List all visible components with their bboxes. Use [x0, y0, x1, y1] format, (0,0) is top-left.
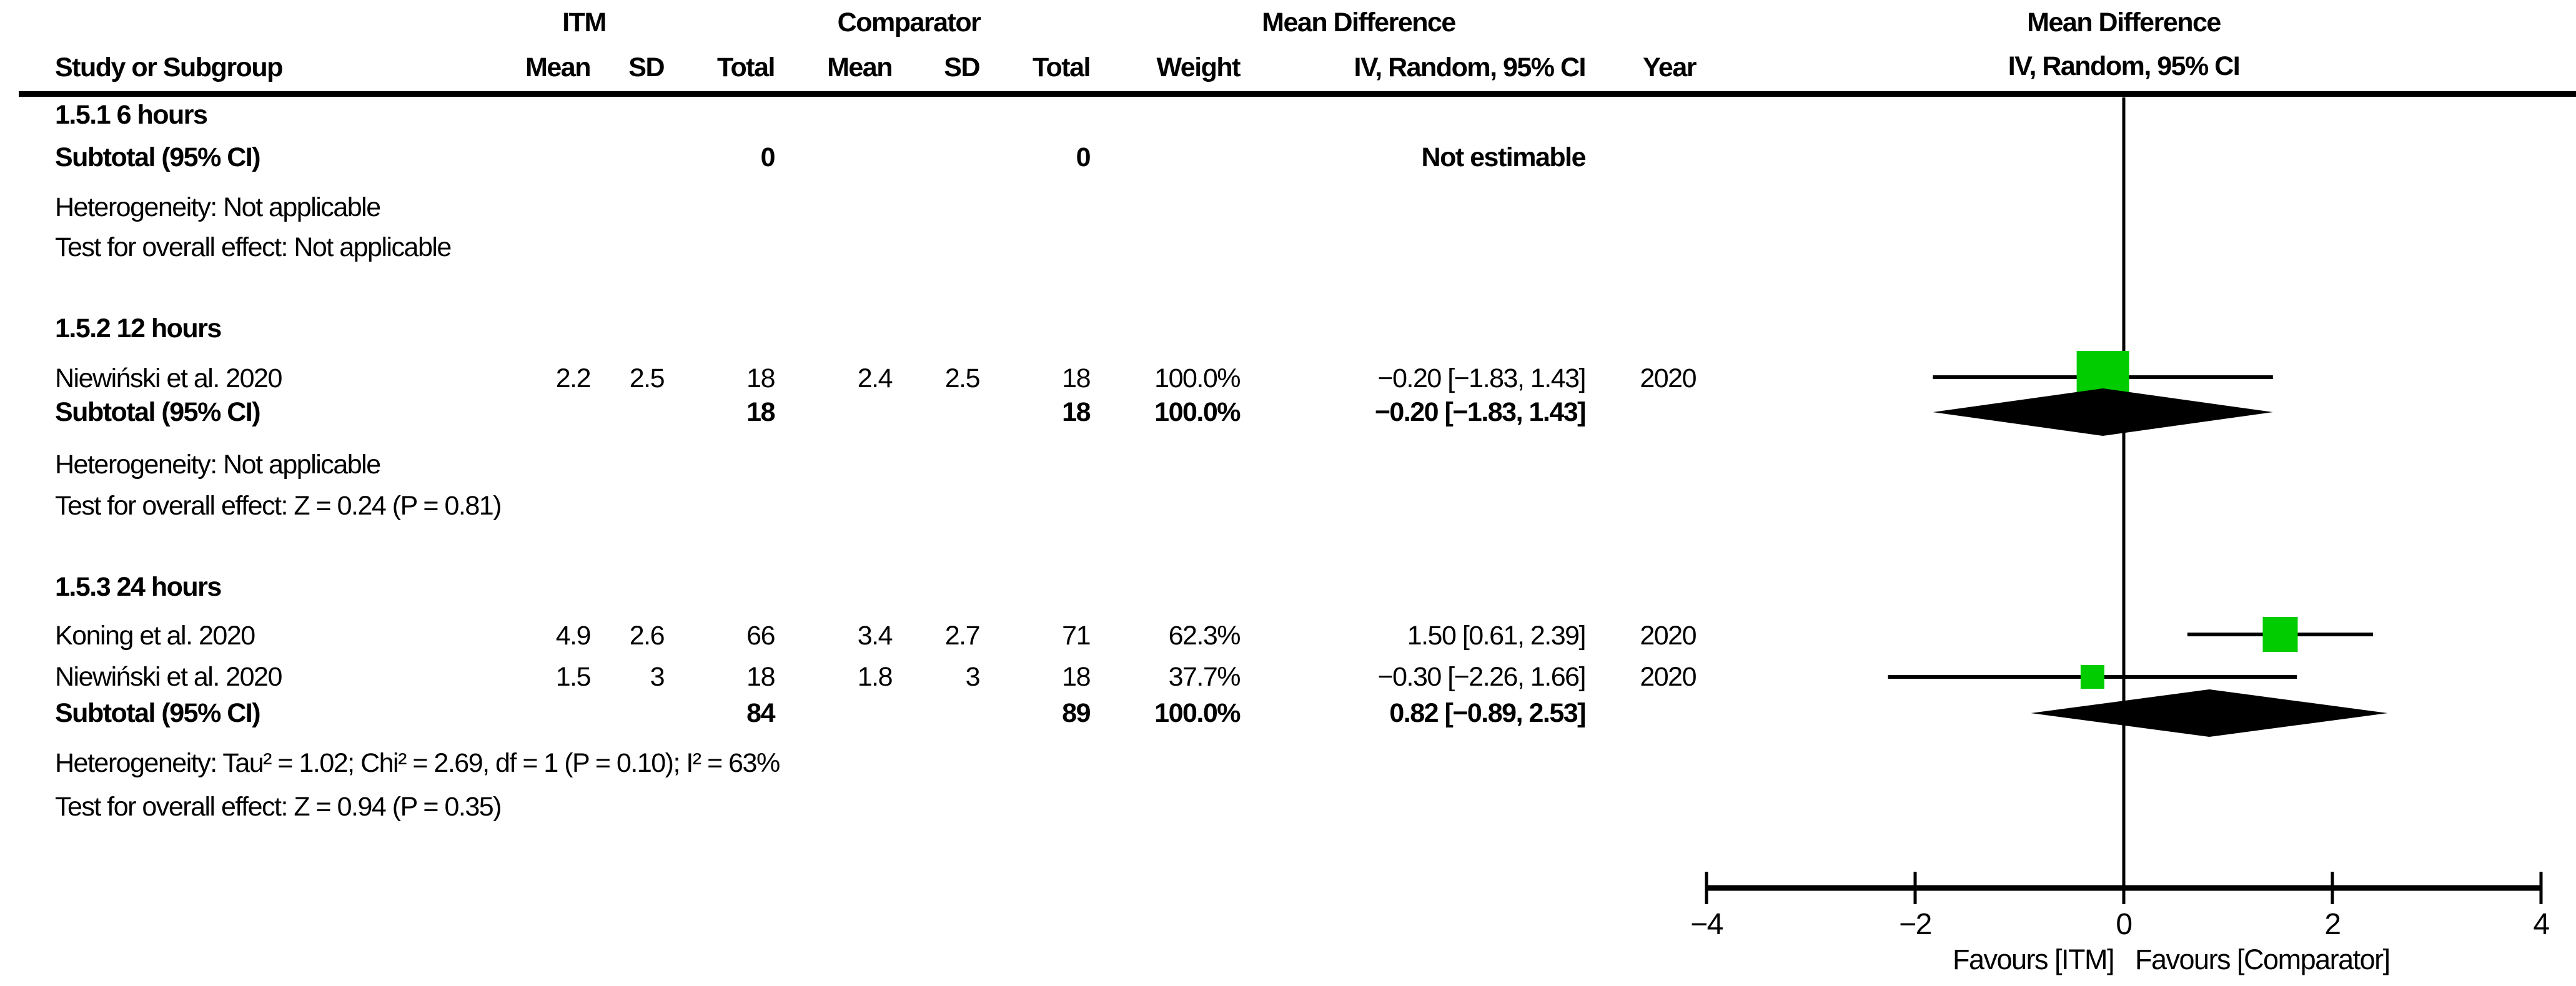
cell-ci: Not estimable	[1421, 142, 1587, 172]
section-label: 1.5.2 12 hours	[55, 313, 222, 343]
cell-weight: 100.0%	[1154, 698, 1241, 728]
subtotal-label: Subtotal (95% CI)	[55, 698, 261, 728]
section-label: 1.5.3 24 hours	[55, 572, 222, 602]
plot-header-line2: IV, Random, 95% CI	[2008, 51, 2241, 81]
overall-effect-row-1-5-3: Test for overall effect: Z = 0.94 (P = 0…	[55, 791, 1696, 823]
study-weight-square	[2262, 617, 2298, 652]
cell-sd-itm: 2.5	[629, 363, 665, 393]
subtotal-diamond	[1933, 388, 2273, 436]
column-header-row: Study or Subgroup Mean SD Total Mean SD …	[55, 51, 1697, 84]
study-row-koning-24h: Koning et al. 2020 4.9 2.6 66 3.4 2.7 71…	[55, 619, 1697, 652]
col-total-comp: Total	[1032, 52, 1091, 82]
col-mean-comp: Mean	[827, 52, 893, 82]
col-ci: IV, Random, 95% CI	[1354, 52, 1587, 82]
subtotal-label: Subtotal (95% CI)	[55, 397, 261, 427]
cell-total-comp: 0	[1076, 142, 1091, 172]
overall-effect-text: Test for overall effect: Z = 0.94 (P = 0…	[55, 792, 502, 822]
heterogeneity-row-1-5-1: Heterogeneity: Not applicable	[55, 191, 1696, 224]
cell-mean-itm: 4.9	[555, 621, 592, 651]
cell-ci: −0.20 [−1.83, 1.43]	[1374, 397, 1587, 427]
axis-tick-label: 2	[2324, 908, 2340, 941]
cell-mean-comp: 3.4	[857, 621, 893, 651]
section-title-1-5-1: 1.5.1 6 hours	[55, 99, 1696, 131]
col-study: Study or Subgroup	[55, 52, 283, 82]
cell-ci: −0.30 [−2.26, 1.66]	[1377, 662, 1586, 692]
col-mean-itm: Mean	[525, 52, 591, 82]
subtotal-row-1-5-1: Subtotal (95% CI) 0 0 Not estimable	[55, 141, 1696, 174]
cell-year: 2020	[1640, 621, 1697, 651]
cell-study: Niewiński et al. 2020	[55, 662, 282, 692]
col-total-itm: Total	[716, 52, 776, 82]
cell-study: Niewiński et al. 2020	[55, 363, 282, 393]
cell-mean-comp: 2.4	[857, 363, 893, 393]
header-rule	[19, 91, 2576, 97]
heterogeneity-text: Heterogeneity: Tau² = 1.02; Chi² = 2.69,…	[55, 748, 780, 778]
cell-ci: 1.50 [0.61, 2.39]	[1407, 621, 1587, 651]
group-header-comparator: Comparator	[837, 7, 981, 37]
cell-year: 2020	[1640, 363, 1697, 393]
axis-tick-label: −4	[1690, 908, 1723, 941]
subtotal-label: Subtotal (95% CI)	[55, 142, 261, 172]
cell-total-comp: 18	[1062, 397, 1091, 427]
cell-total-itm: 66	[746, 621, 775, 651]
group-header-itm: ITM	[562, 7, 607, 37]
axis-tick-label: −2	[1899, 908, 1931, 941]
axis-tick-label: 4	[2533, 908, 2549, 941]
cell-total-itm: 18	[746, 662, 775, 692]
cell-sd-itm: 3	[650, 662, 665, 692]
cell-total-itm: 84	[746, 698, 775, 728]
study-row-niewinski-12h: Niewiński et al. 2020 2.2 2.5 18 2.4 2.5…	[55, 362, 1697, 395]
col-sd-comp: SD	[944, 52, 980, 82]
cell-weight: 100.0%	[1154, 397, 1241, 427]
study-row-niewinski-24h: Niewiński et al. 2020 1.5 3 18 1.8 3 18 …	[55, 661, 1697, 693]
cell-year: 2020	[1640, 662, 1697, 692]
cell-mean-itm: 1.5	[555, 662, 592, 692]
cell-sd-comp: 3	[965, 662, 981, 692]
subtotal-diamond	[2031, 689, 2388, 737]
plot-header-line1: Mean Difference	[2027, 7, 2221, 37]
cell-total-comp: 71	[1062, 621, 1091, 651]
cell-weight: 37.7%	[1168, 662, 1241, 692]
cell-sd-comp: 2.5	[944, 363, 981, 393]
cell-study: Koning et al. 2020	[55, 621, 255, 651]
section-title-1-5-2: 1.5.2 12 hours	[55, 312, 1696, 345]
overall-effect-text: Test for overall effect: Z = 0.24 (P = 0…	[55, 491, 502, 521]
col-sd-itm: SD	[628, 52, 665, 82]
cell-sd-itm: 2.6	[629, 621, 665, 651]
heterogeneity-row-1-5-3: Heterogeneity: Tau² = 1.02; Chi² = 2.69,…	[55, 747, 1696, 779]
heterogeneity-row-1-5-2: Heterogeneity: Not applicable	[55, 448, 1696, 481]
overall-effect-row-1-5-2: Test for overall effect: Z = 0.24 (P = 0…	[55, 490, 1696, 522]
cell-total-comp: 18	[1062, 363, 1091, 393]
cell-total-itm: 0	[760, 142, 776, 172]
axis-tick-label: 0	[2116, 908, 2131, 941]
cell-mean-itm: 2.2	[555, 363, 592, 393]
cell-ci: −0.20 [−1.83, 1.43]	[1377, 363, 1586, 393]
favours-right-label: Favours [Comparator]	[2135, 944, 2390, 975]
heterogeneity-text: Heterogeneity: Not applicable	[55, 192, 381, 222]
subtotal-row-1-5-3: Subtotal (95% CI) 84 89 100.0% 0.82 [−0.…	[55, 697, 1696, 729]
cell-weight: 62.3%	[1168, 621, 1241, 651]
cell-mean-comp: 1.8	[857, 662, 893, 692]
cell-total-comp: 89	[1062, 698, 1091, 728]
cell-total-itm: 18	[746, 397, 775, 427]
col-year: Year	[1643, 52, 1697, 82]
study-weight-square	[2076, 351, 2129, 403]
group-header-mean-difference: Mean Difference	[1262, 7, 1456, 37]
cell-total-comp: 18	[1062, 662, 1091, 692]
subtotal-row-1-5-2: Subtotal (95% CI) 18 18 100.0% −0.20 [−1…	[55, 396, 1696, 428]
favours-left-label: Favours [ITM]	[1953, 944, 2114, 975]
section-title-1-5-3: 1.5.3 24 hours	[55, 571, 1696, 603]
col-weight: Weight	[1156, 52, 1241, 82]
section-label: 1.5.1 6 hours	[55, 100, 208, 130]
cell-ci: 0.82 [−0.89, 2.53]	[1389, 698, 1586, 728]
cell-total-itm: 18	[746, 363, 775, 393]
cell-sd-comp: 2.7	[944, 621, 981, 651]
overall-effect-text: Test for overall effect: Not applicable	[55, 232, 452, 262]
study-weight-square	[2080, 665, 2104, 689]
heterogeneity-text: Heterogeneity: Not applicable	[55, 450, 381, 480]
cell-weight: 100.0%	[1154, 363, 1241, 393]
overall-effect-row-1-5-1: Test for overall effect: Not applicable	[55, 231, 1696, 264]
